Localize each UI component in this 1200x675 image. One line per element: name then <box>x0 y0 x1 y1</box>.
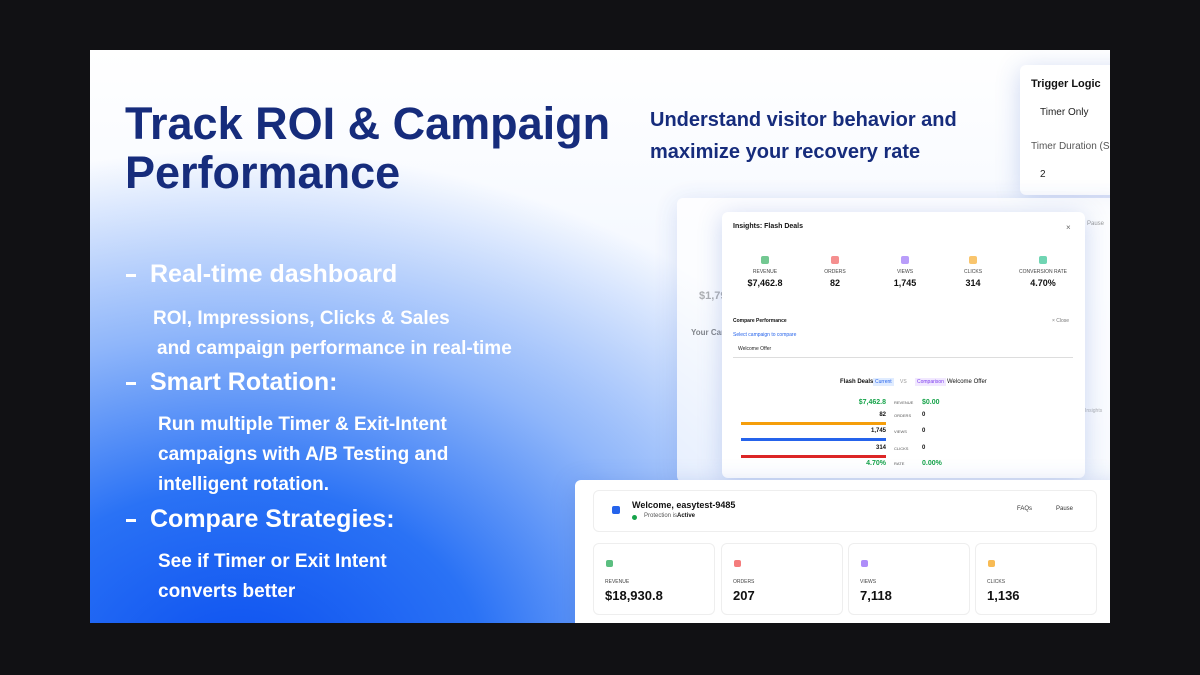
comparison-value: 0 <box>922 412 926 418</box>
store-icon <box>612 506 620 514</box>
pause-button[interactable]: Pause <box>1087 221 1105 227</box>
mode-field: Timer Only <box>1040 107 1089 118</box>
subheadline-line: Understand visitor behavior and <box>650 109 957 131</box>
compare-bar <box>741 455 886 458</box>
feature-line: campaigns with A/B Testing and <box>158 444 449 465</box>
stat-card: ORDERS 207 <box>721 543 843 615</box>
feature-line: ROI, Impressions, Clicks & Sales <box>153 308 450 329</box>
protection-text: Protection is <box>644 513 678 519</box>
stat-value: 7,118 <box>860 588 892 603</box>
campaign-select[interactable]: Welcome Offer <box>733 341 1073 358</box>
stat-icon <box>734 560 741 567</box>
feature-title: Smart Rotation: <box>150 368 338 396</box>
close-icon[interactable]: × <box>1066 223 1071 232</box>
stat-label: CLICKS <box>987 579 1006 585</box>
welcome-box: Welcome, easytest-9485 Protection is Activ… <box>593 490 1097 532</box>
vs-label: VS <box>900 379 907 385</box>
modal-title: Insights: Flash Deals <box>733 223 804 230</box>
dashboard: Welcome, easytest-9485 Protection is Activ… <box>575 480 1110 623</box>
metric-value: 4.70% <box>1030 278 1056 288</box>
comparison-name: Welcome Offer <box>947 379 987 385</box>
compare-bar <box>741 422 886 425</box>
compare-close[interactable]: × Close <box>1052 318 1070 324</box>
compare-title: Compare Performance <box>733 318 787 324</box>
metric-label: REVENUE <box>752 269 778 275</box>
stat-value: 1,136 <box>987 588 1020 603</box>
metric-icon <box>901 256 909 264</box>
current-value: 314 <box>875 445 886 451</box>
comparison-value: 0 <box>922 445 926 451</box>
duration-field: 2 <box>1040 169 1046 180</box>
metric-label: ORDERS <box>824 269 846 275</box>
metric-label: CONVERSION RATE <box>1019 269 1067 275</box>
stat-label: VIEWS <box>860 579 877 585</box>
feature-line: and campaign performance in real-time <box>157 338 512 359</box>
stat-card: VIEWS 7,118 <box>848 543 970 615</box>
metric-icon <box>761 256 769 264</box>
panel-title: Trigger Logic <box>1031 78 1101 90</box>
revenue-value: $1,79 <box>699 290 727 302</box>
row-label: RATE <box>894 461 905 466</box>
current-name: Flash Deals <box>840 379 874 385</box>
feature-line: Run multiple Timer & Exit-Intent <box>158 414 447 435</box>
stat-value: 207 <box>733 588 755 603</box>
comparison-value: $0.00 <box>922 399 940 406</box>
stat-label: REVENUE <box>605 579 630 585</box>
current-badge: Current <box>873 378 894 386</box>
section-title: Your Cam <box>691 328 729 337</box>
stat-value: $18,930.8 <box>605 588 663 603</box>
comparison-badge: Comparison <box>915 378 946 386</box>
metric-label: CLICKS <box>963 269 983 275</box>
status-text: Active <box>677 513 696 519</box>
compare-bar <box>741 438 886 441</box>
metric-value: 314 <box>965 278 981 288</box>
stat-icon <box>861 560 868 567</box>
pause-button[interactable]: Pause <box>1056 506 1074 512</box>
current-value: $7,462.8 <box>858 399 886 406</box>
metric-value: 1,745 <box>893 278 917 288</box>
feature-title: Real-time dashboard <box>150 260 398 288</box>
metric-value: 82 <box>829 278 840 288</box>
metric-label: VIEWS <box>896 269 914 275</box>
feature-line: See if Timer or Exit Intent <box>158 551 387 572</box>
stat-card: REVENUE $18,930.8 <box>593 543 715 615</box>
promo-card: Track ROI & Campaign Performance Understan… <box>90 50 1110 623</box>
metric-value: $7,462.8 <box>747 278 783 288</box>
stat-icon <box>988 560 995 567</box>
row-label: VIEWS <box>894 429 907 434</box>
row-label: ORDERS <box>894 413 912 418</box>
bullet-dash <box>126 382 136 385</box>
row-label: REVENUE <box>894 400 914 405</box>
metric-icon <box>1039 256 1047 264</box>
headline-line: Performance <box>125 147 401 198</box>
comparison-value: 0.00% <box>922 460 942 467</box>
bullet-dash <box>126 519 136 522</box>
stat-card: CLICKS 1,136 <box>975 543 1097 615</box>
welcome-text: Welcome, easytest-9485 <box>632 500 736 510</box>
metric-icon <box>831 256 839 264</box>
current-value: 1,745 <box>870 428 886 434</box>
trigger-panel: Trigger Logic Timer Only Timer Duration (S… <box>1020 65 1110 195</box>
metric-icon <box>969 256 977 264</box>
row-label: CLICKS <box>894 446 909 451</box>
insights-link[interactable]: Insights <box>1085 408 1103 414</box>
current-value: 82 <box>879 412 886 418</box>
bullet-dash <box>126 274 136 277</box>
feature-line: intelligent rotation. <box>158 474 329 495</box>
subheadline-line: maximize your recovery rate <box>650 141 921 163</box>
insights-modal: Insights: Flash Deals × REVENUE $7,462.8 ORD… <box>722 212 1085 478</box>
current-value: 4.70% <box>866 460 886 467</box>
selected-option: Welcome Offer <box>738 346 772 352</box>
headline-line: Track ROI & Campaign <box>125 98 611 149</box>
compare-prompt: Select campaign to compare <box>733 332 797 338</box>
field-label: Timer Duration (Se <box>1031 141 1110 152</box>
faqs-button[interactable]: FAQs <box>1017 506 1033 512</box>
feature-line: converts better <box>158 581 296 602</box>
feature-title: Compare Strategies: <box>150 505 395 533</box>
stat-label: ORDERS <box>733 579 755 585</box>
comparison-value: 0 <box>922 428 926 434</box>
status-dot <box>632 515 637 520</box>
stat-icon <box>606 560 613 567</box>
